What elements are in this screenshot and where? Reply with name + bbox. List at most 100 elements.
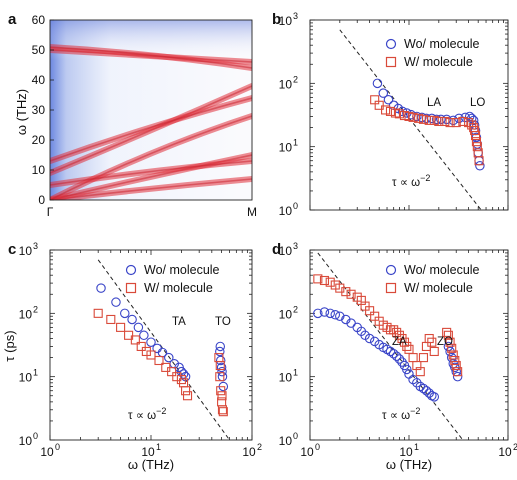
data-point-w: [181, 386, 191, 396]
data-point-w: [448, 350, 458, 360]
annot-zo: ZO: [437, 336, 453, 348]
legend-square-marker: [125, 282, 137, 294]
phonon-bands: [50, 44, 252, 200]
y-tick-label: 10: [279, 307, 293, 321]
fit-line: [339, 29, 482, 210]
data-point-w: [447, 343, 457, 353]
y-tick-label: 10: [279, 204, 293, 218]
annot-la: LA: [427, 97, 441, 109]
y-tick-exponent: 0: [293, 201, 298, 211]
data-point-wo: [335, 311, 345, 321]
x-tick-exponent: 1: [414, 442, 419, 452]
legend-square-marker: [385, 56, 397, 68]
y-tick-label: 10: [279, 141, 293, 155]
panel-c-plot: [93, 259, 230, 440]
data-point-wo: [120, 308, 130, 319]
panel-d-xlabel: ω (THz): [386, 457, 432, 472]
data-point-w: [341, 287, 351, 297]
fit-label-c: τ ∝ ω−2: [128, 406, 166, 422]
y-tick-label: 10: [19, 307, 33, 321]
y-tick-exponent: 3: [293, 241, 298, 251]
panel-c-xlabel: ω (THz): [128, 457, 174, 472]
data-point-wo: [372, 78, 383, 89]
annot-to: TO: [215, 316, 231, 328]
fit-line: [317, 252, 464, 440]
panel-c: c τ (ps) 10 010 110 210 310 0 10 1 10 2 Wo/ molec…: [2, 241, 262, 472]
phonon-band-core: [50, 160, 252, 186]
panel-c-legend: Wo/ molecule W/ molecule: [125, 263, 220, 295]
data-point-wo: [468, 115, 479, 126]
y-tick-label: 10: [19, 434, 33, 448]
data-point-wo: [146, 337, 156, 347]
panel-b-legend: Wo/ molecule W/ molecule: [385, 37, 480, 69]
data-point-w: [470, 130, 481, 141]
panel-d-legend: Wo/ molecule W/ molecule: [385, 263, 480, 295]
data-point-wo: [402, 364, 412, 375]
legend-w: W/ molecule: [404, 281, 473, 295]
x-tick-label: 10: [498, 445, 512, 459]
y-tick-exponent: 3: [293, 11, 298, 21]
legend-wo: Wo/ molecule: [404, 37, 480, 51]
data-point-w: [382, 322, 392, 332]
data-point-wo: [215, 355, 226, 366]
data-point-w: [394, 109, 404, 119]
panel-d-frame: [309, 249, 509, 441]
data-point-w: [217, 391, 227, 401]
data-point-w: [176, 375, 186, 385]
y-tick-exponent: 2: [293, 74, 298, 84]
data-point-w: [442, 327, 452, 337]
data-point-wo: [364, 333, 375, 344]
data-point-wo: [383, 95, 394, 105]
x-tick-exponent: 0: [55, 442, 60, 452]
x-tick-label: 10: [399, 445, 413, 459]
panel-letter-a: a: [8, 11, 17, 28]
y-tick-label: 10: [279, 434, 293, 448]
data-point-w: [458, 116, 468, 127]
data-point-w: [182, 391, 193, 401]
data-point-w: [464, 118, 474, 128]
phonon-band-core: [50, 97, 252, 162]
data-point-w: [392, 327, 402, 337]
phonon-band-core: [50, 46, 252, 69]
data-point-w: [450, 355, 460, 366]
data-point-w: [415, 367, 425, 377]
panel-a: a ω (THz) 0 10 20 30 40 50 60 Γ M: [8, 11, 257, 219]
y-tick-exponent: 1: [33, 368, 38, 378]
y-tick-exponent: 2: [33, 304, 38, 314]
data-point-wo: [111, 297, 121, 307]
data-point-w: [106, 314, 116, 325]
data-point-w: [440, 116, 450, 127]
x-tick-label: 10: [242, 445, 256, 459]
data-point-w: [325, 277, 335, 287]
data-point-wo: [215, 346, 225, 357]
data-point-w: [218, 407, 228, 417]
data-point-w: [319, 275, 330, 286]
data-point-w: [418, 114, 429, 124]
y-tick-label: 10: [32, 163, 46, 177]
data-point-w: [374, 100, 384, 110]
data-point-wo: [217, 366, 227, 377]
panel-a-ylabel: ω (THz): [14, 89, 29, 135]
data-point-w: [216, 386, 226, 396]
data-point-w: [116, 322, 126, 332]
data-point-wo: [313, 308, 323, 319]
panel-letter-b: b: [272, 11, 281, 28]
data-point-w: [408, 112, 418, 122]
x-tick-exponent: 1: [156, 442, 161, 452]
data-point-w: [451, 118, 461, 128]
data-point-wo: [385, 346, 396, 357]
y-tick-exponent: 3: [33, 241, 38, 251]
data-point-w: [389, 325, 399, 335]
data-point-w: [154, 355, 164, 366]
y-tick-label: 10: [279, 244, 293, 258]
data-point-w: [136, 341, 146, 351]
data-point-w: [381, 105, 391, 115]
data-point-w: [467, 120, 477, 130]
panel-b-plot: [339, 29, 485, 210]
data-point-wo: [378, 88, 389, 98]
y-tick-label: 30: [32, 103, 46, 117]
data-point-w: [424, 115, 434, 125]
panel-b-frame: [309, 19, 509, 211]
x-tick-exponent: 2: [513, 442, 517, 452]
